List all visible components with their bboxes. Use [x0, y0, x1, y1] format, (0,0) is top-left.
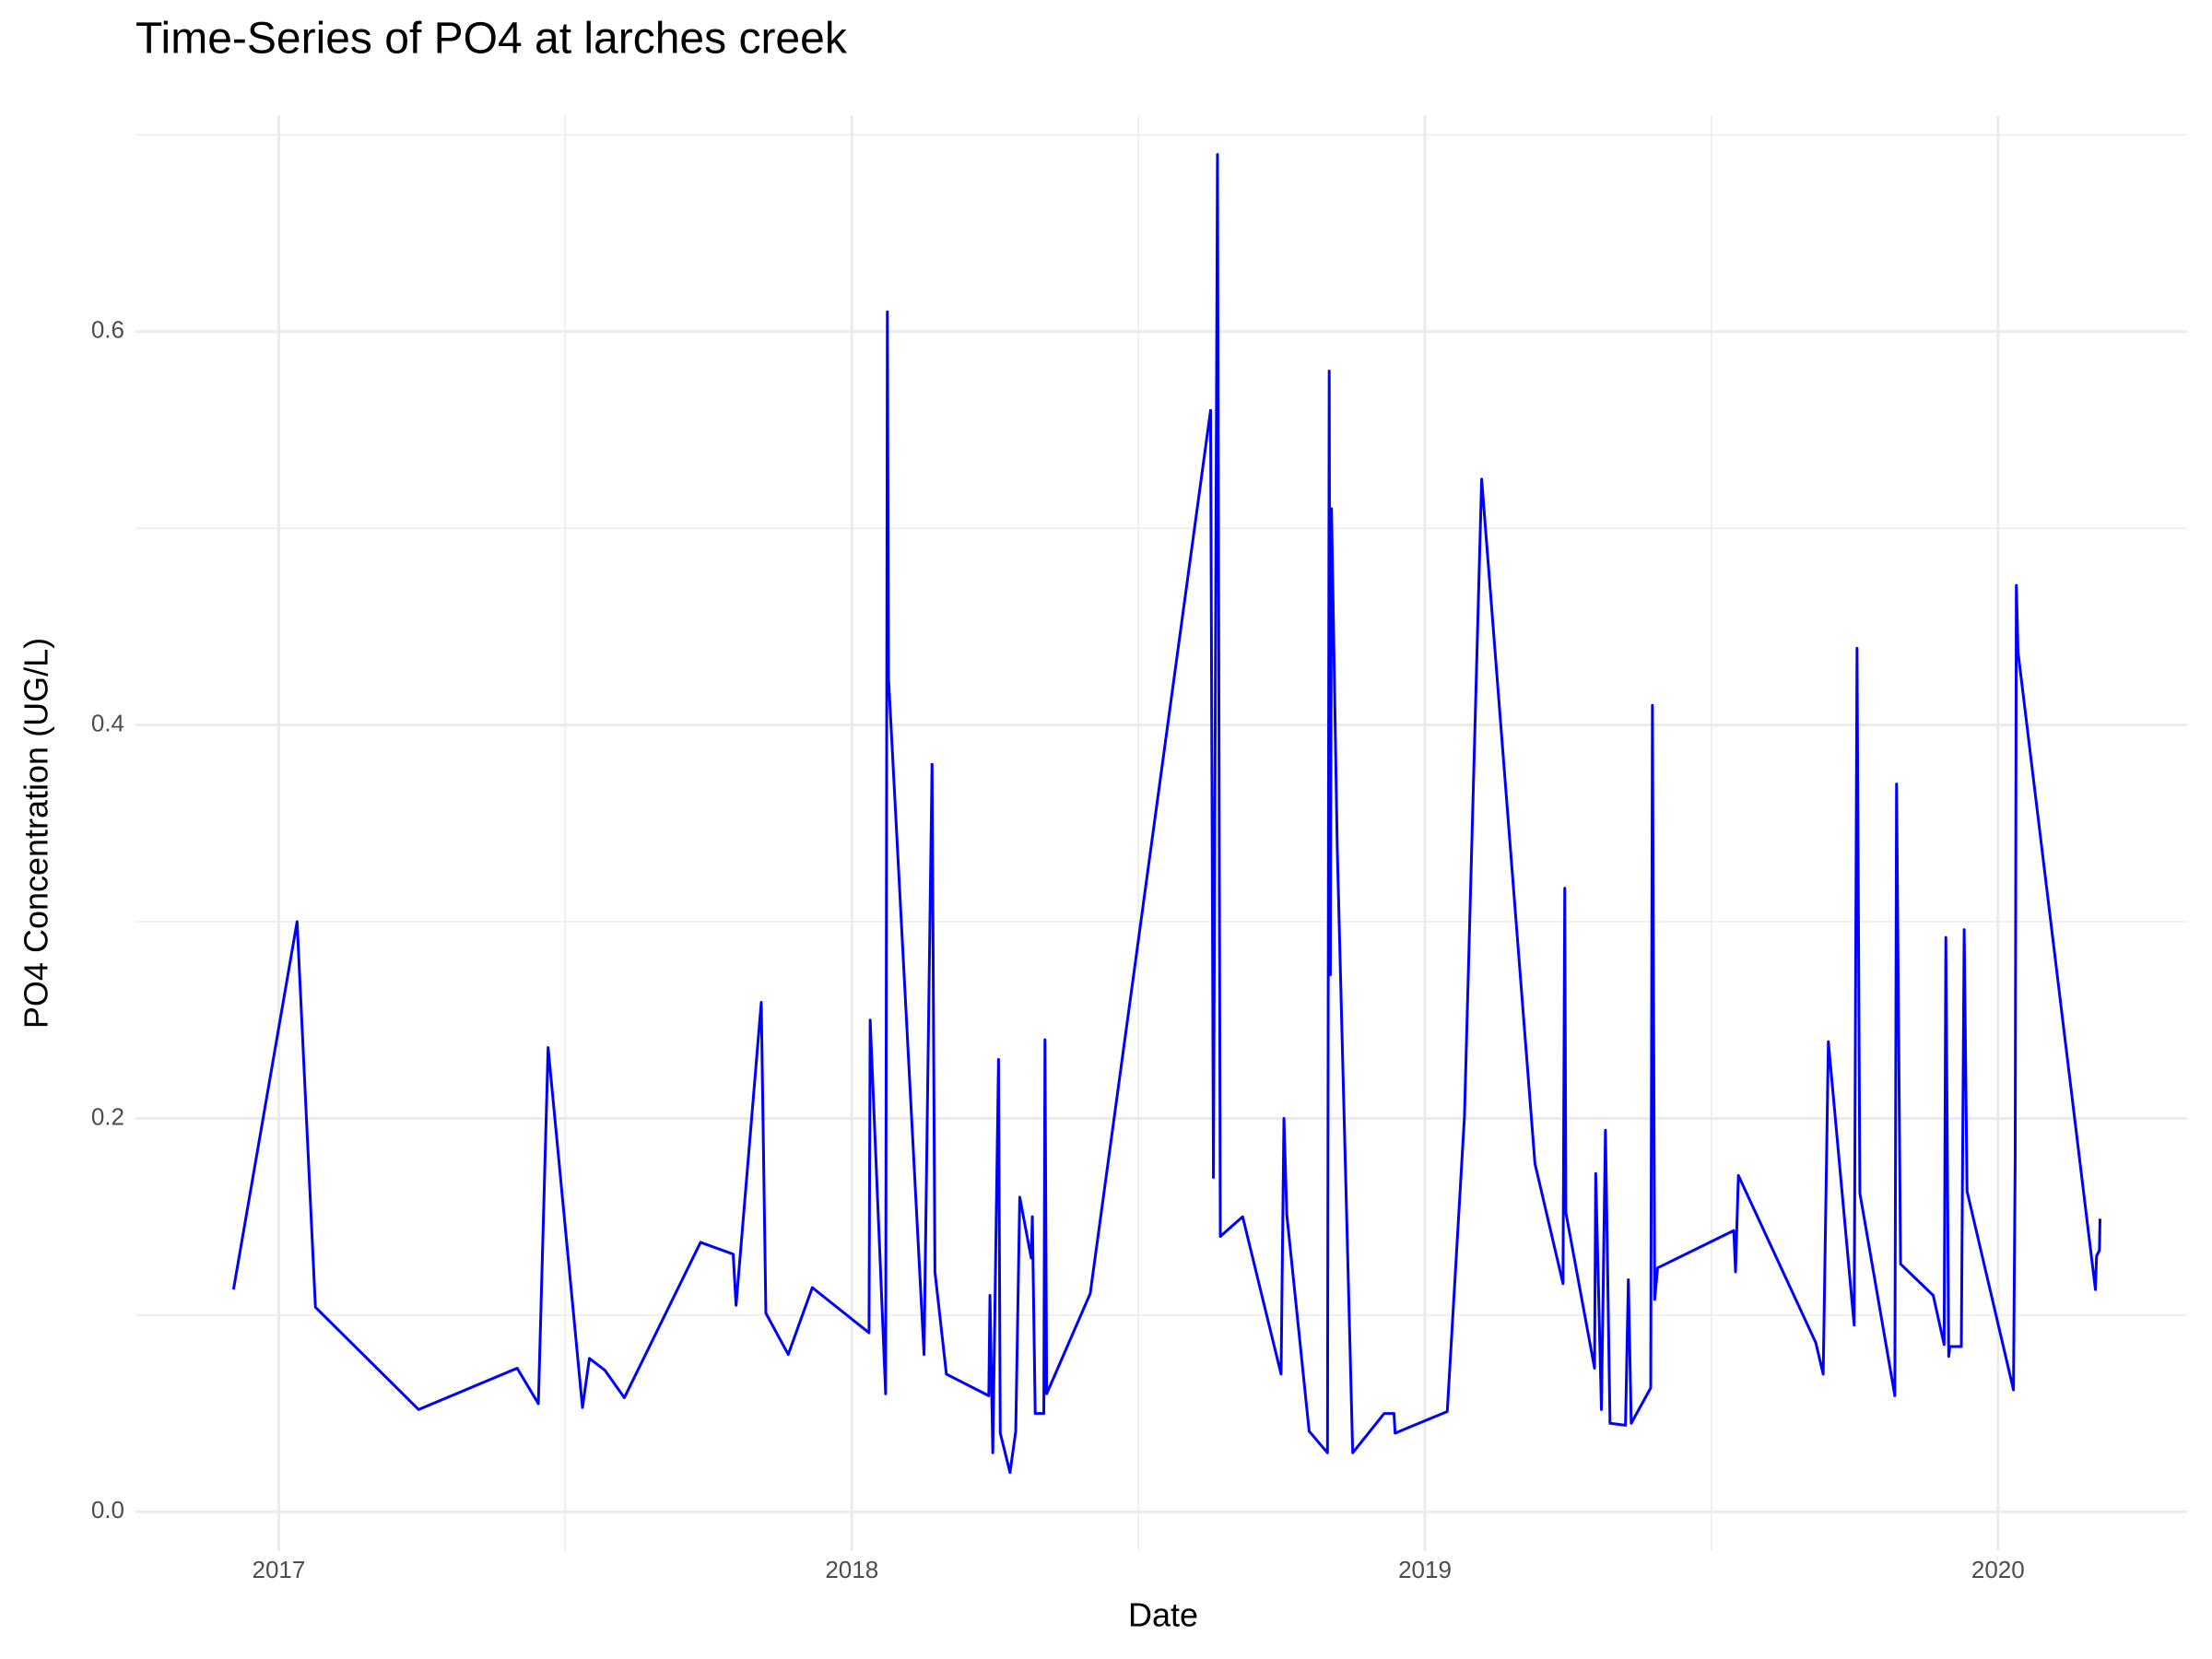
y-tick-label: 0.2	[91, 1102, 124, 1130]
chart-title: Time-Series of PO4 at larches creek	[135, 15, 848, 64]
y-tick-label: 0.4	[91, 709, 124, 736]
x-tick-label: 2018	[825, 1556, 878, 1583]
x-tick-label: 2017	[253, 1556, 306, 1583]
x-axis-title: Date	[1128, 1596, 1198, 1634]
y-tick-label: 0.0	[91, 1496, 124, 1524]
y-axis-title: PO4 Concentration (UG/L)	[18, 638, 55, 1029]
x-tick-label: 2019	[1398, 1556, 1452, 1583]
x-tick-label: 2020	[1971, 1556, 2025, 1583]
data-line	[231, 153, 2101, 1475]
y-tick-label: 0.6	[91, 316, 124, 344]
